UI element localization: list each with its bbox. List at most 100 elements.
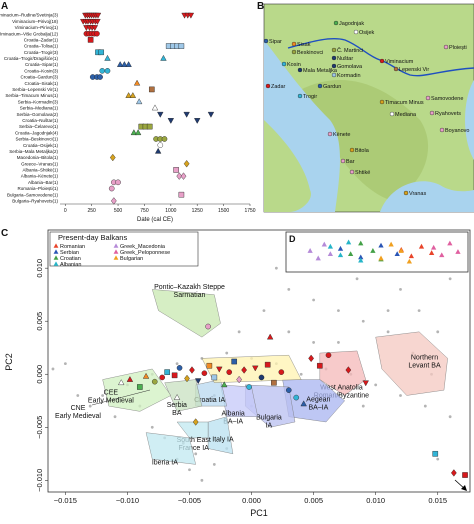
- annotation: Early Medieval: [55, 413, 101, 420]
- row-label: Croatia–Sipar(1): [25, 62, 59, 67]
- legend-label: Albanian: [60, 262, 81, 268]
- row-label: Albania–Shtikë(1): [22, 168, 58, 173]
- row-label: Croatia–Gardun(3): [20, 75, 58, 80]
- row-label: Serbia–Mala Metaljka(2): [9, 149, 58, 154]
- inset-point: [358, 240, 364, 246]
- row-label: Serbia–Čelarevo(1): [19, 123, 59, 129]
- inset-point: [406, 258, 412, 264]
- region-label: BA: [172, 410, 182, 417]
- site-marker: [331, 72, 337, 78]
- arrow-head: [461, 485, 467, 491]
- reference-point: [423, 404, 427, 408]
- legend-label: Bulgarian: [120, 256, 143, 262]
- ancient-point: [362, 380, 369, 387]
- reference-point: [436, 330, 440, 334]
- ancient-point: [173, 394, 181, 400]
- site-marker: [331, 47, 337, 53]
- reference-point: [200, 478, 204, 482]
- row-label: Serbia–Beskinovci(1): [15, 137, 58, 142]
- site-label: Kormadin: [337, 73, 361, 79]
- reference-point: [374, 383, 378, 387]
- ancient-point: [246, 384, 252, 390]
- legend-label: Romanian: [60, 244, 85, 250]
- site-label: Viminacium: [385, 59, 414, 65]
- region-label: Serbia: [167, 402, 187, 409]
- marker: [108, 185, 115, 192]
- reference-point: [417, 309, 421, 313]
- ancient-point: [231, 358, 237, 365]
- ancient-point: [300, 400, 307, 407]
- site-label: Sisak: [297, 42, 311, 48]
- marker: [116, 61, 124, 67]
- ancient-point: [171, 372, 178, 379]
- region-label: West Anatolia: [320, 385, 363, 392]
- marker: [207, 111, 215, 118]
- x-tick-label: 500: [114, 208, 123, 214]
- region-label: Italy IA: [212, 436, 234, 443]
- site-label: Sipar: [269, 39, 282, 45]
- site-label: Samovodene: [431, 96, 463, 102]
- site-marker: [331, 63, 337, 69]
- ancient-point: [205, 323, 211, 330]
- site-label: Č. Martinci: [337, 47, 363, 54]
- site-label: Gardun: [323, 84, 341, 90]
- row-label: Serbia–Kormadin(3): [18, 99, 59, 104]
- region-label: South East: [177, 437, 211, 444]
- site-marker: [403, 190, 409, 196]
- site-label: Vranas: [409, 191, 426, 197]
- site-marker: [291, 49, 297, 55]
- inset-point: [439, 252, 445, 258]
- row-label: Greece–Vranas(1): [21, 161, 58, 166]
- danube: [287, 38, 474, 77]
- region-label: Early Medieval: [88, 397, 134, 404]
- y-tick-label: 0.000: [35, 365, 44, 384]
- region-hull: [207, 416, 234, 455]
- marker: [87, 37, 94, 43]
- row-label: Macedonia–Bitola(1): [17, 155, 59, 160]
- marker: [104, 54, 111, 61]
- row-label: Viminacium–Rudine/Svetinja(3): [0, 13, 58, 18]
- y-tick-label: 0.005: [35, 312, 44, 331]
- reference-point: [150, 425, 154, 429]
- region-label: Bulgaria: [256, 414, 282, 421]
- reference-point: [274, 266, 278, 270]
- marker: [176, 172, 183, 180]
- site-label: Mala Metaljka: [303, 68, 338, 74]
- legend-title: Present-day Balkans: [58, 233, 127, 242]
- legend-swatch: [53, 255, 59, 260]
- site-label: Lepenski Vir: [399, 67, 429, 73]
- inset-point: [337, 245, 344, 251]
- reference-point: [212, 463, 216, 466]
- inset-point: [418, 243, 425, 249]
- site-label: Kënete: [333, 132, 350, 138]
- site-label: Mediana: [395, 112, 417, 118]
- ancient-point: [176, 365, 183, 371]
- row-label: Croatia–Nuštar(1): [22, 118, 58, 123]
- marker: [130, 129, 138, 136]
- x-tick-label: 0.005: [304, 496, 323, 505]
- ancient-point: [206, 362, 213, 369]
- marker: [121, 61, 128, 67]
- row-label: Croatia–Kosin(3): [24, 68, 58, 73]
- inset-point: [398, 248, 404, 253]
- reference-point: [337, 309, 340, 313]
- legend-label: Greek_Macedonia: [120, 244, 166, 250]
- marker: [161, 136, 168, 142]
- legend-swatch: [113, 255, 119, 260]
- site-marker: [349, 169, 355, 175]
- site-marker: [379, 99, 385, 105]
- site-marker: [393, 66, 399, 72]
- site-label: Ryahovets: [435, 111, 461, 117]
- italy: [264, 120, 311, 212]
- marker: [134, 129, 142, 136]
- marker: [194, 118, 201, 124]
- inset-point: [315, 255, 321, 261]
- site-label: Bitola: [355, 148, 370, 154]
- site-marker: [297, 67, 303, 73]
- site-marker: [379, 58, 385, 64]
- marker: [94, 30, 100, 37]
- ancient-point: [266, 333, 274, 340]
- ancient-point: [345, 366, 352, 374]
- site-marker: [297, 93, 303, 99]
